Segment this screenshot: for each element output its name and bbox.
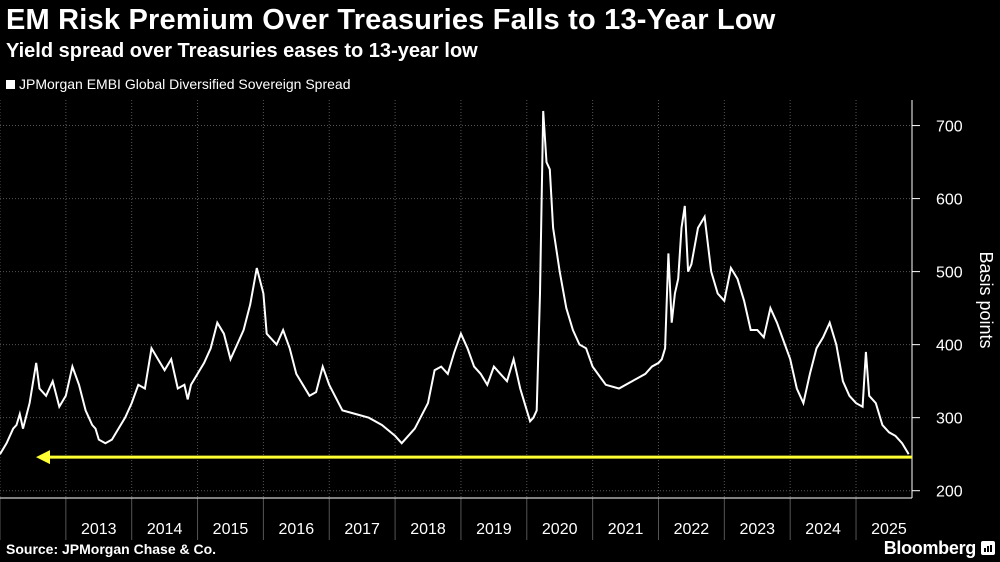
x-tick-label: 2023 [739,521,775,538]
x-tick-label: 2019 [476,521,512,538]
brand-logo-text: Bloomberg [883,538,977,558]
chart-subtitle: Yield spread over Treasuries eases to 13… [6,40,478,62]
x-tick-label: 2015 [213,521,249,538]
x-tick-label: 2021 [608,521,644,538]
x-tick-label: 2013 [81,521,117,538]
y-tick-label: 500 [936,265,963,282]
x-tick-label: 2025 [871,521,907,538]
x-tick-label: 2024 [805,521,841,538]
x-tick-label: 2020 [542,521,578,538]
x-axis: 2013 2014 2015 2016 2017 2018 2019 2020 2021 2022… [0,497,912,540]
y-tick-label: 400 [936,338,963,355]
x-tick-label: 2014 [147,521,183,538]
y-tick-label: 600 [936,192,963,209]
reference-arrow [36,450,912,465]
grid [0,100,912,498]
legend: JPMorgan EMBI Global Diversified Soverei… [6,76,351,92]
y-axis: 200 300 400 500 600 700 [911,100,963,501]
series-line [0,110,910,455]
y-tick-label: 700 [936,119,963,136]
chart-title: EM Risk Premium Over Treasuries Falls to… [6,4,776,36]
y-axis-label: Basis points [976,251,996,348]
x-tick-label: 2022 [674,521,710,538]
legend-label: JPMorgan EMBI Global Diversified Soverei… [19,76,351,92]
x-tick-label: 2017 [344,521,380,538]
y-tick-label: 200 [936,484,963,501]
bloomberg-chart-icon [981,541,995,555]
reference-arrowhead [36,450,50,465]
x-tick-label: 2018 [410,521,446,538]
x-tick-label: 2016 [279,521,315,538]
source-note: Source: JPMorgan Chase & Co. [6,541,217,557]
y-tick-label: 300 [936,411,963,428]
legend-swatch [6,79,15,89]
